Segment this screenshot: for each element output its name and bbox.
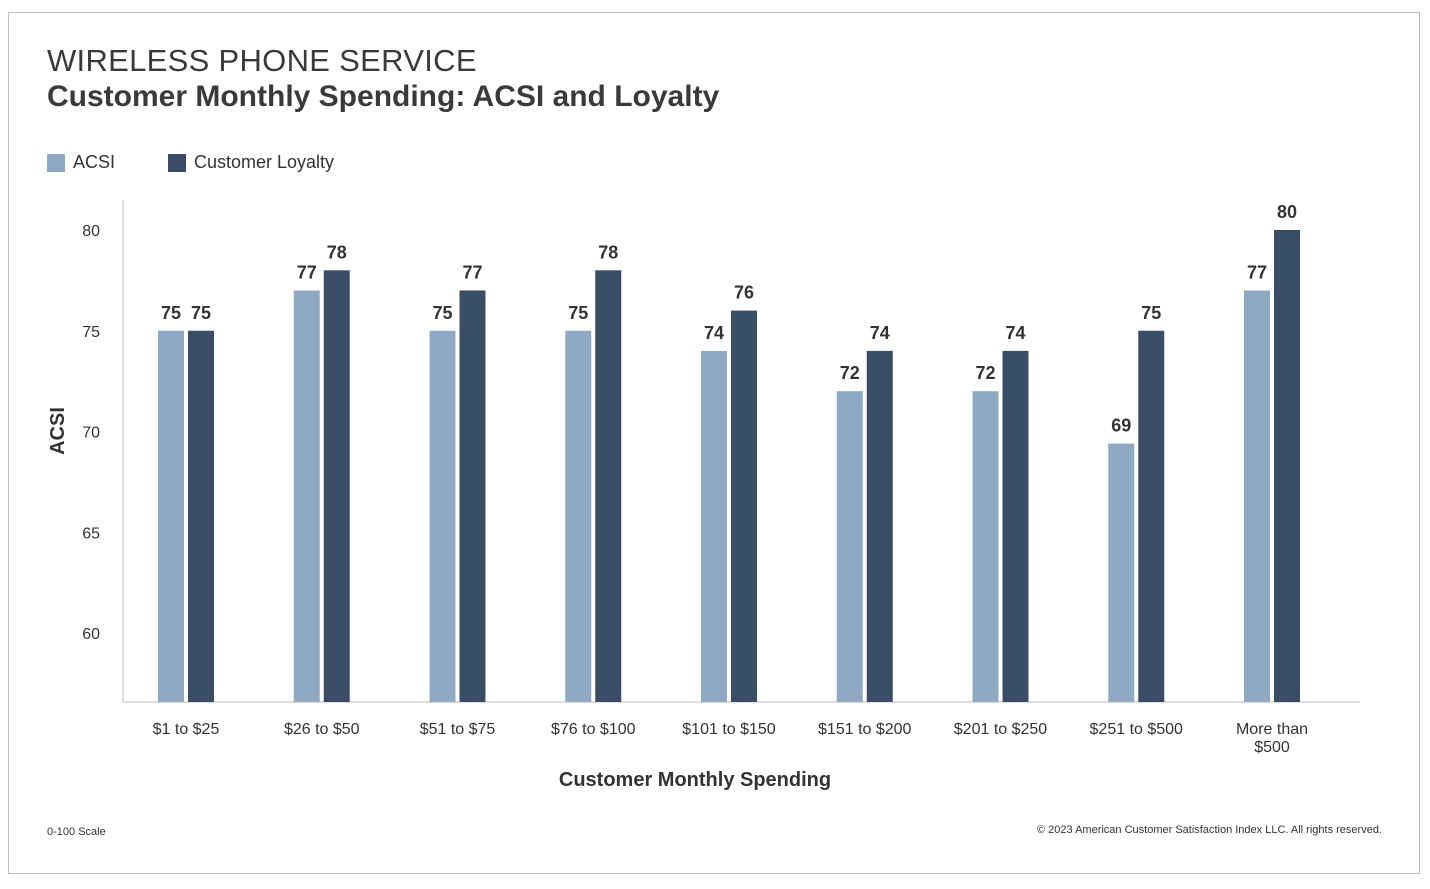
data-label-acsi-8: 77 (1247, 262, 1267, 282)
bar-customer-loyalty-5 (866, 350, 893, 702)
bar-acsi-1 (293, 290, 320, 702)
data-label-acsi-0: 75 (161, 303, 181, 323)
data-label-customer-loyalty-4: 76 (734, 283, 754, 303)
data-label-acsi-1: 77 (297, 262, 317, 282)
bar-customer-loyalty-3 (595, 270, 622, 702)
data-label-acsi-7: 69 (1111, 416, 1131, 436)
y-tick-label-70: 70 (82, 425, 100, 442)
bar-acsi-2 (429, 330, 456, 702)
x-category-label-4: $101 to $150 (682, 721, 776, 738)
y-axis-title: ACSI (47, 407, 69, 455)
bar-acsi-7 (1108, 443, 1135, 702)
data-label-customer-loyalty-2: 77 (462, 262, 482, 282)
legend-item-acsi: ACSI (47, 152, 115, 173)
bar-customer-loyalty-0 (188, 330, 214, 702)
legend-label-customer-loyalty: Customer Loyalty (194, 152, 335, 172)
legend-swatch-customer-loyalty (168, 153, 186, 172)
data-label-customer-loyalty-7: 75 (1141, 303, 1161, 323)
x-category-label-1: $26 to $50 (284, 721, 360, 738)
bar-customer-loyalty-4 (731, 310, 757, 702)
data-label-customer-loyalty-8: 80 (1277, 202, 1297, 222)
x-category-label-6: $201 to $250 (954, 721, 1048, 738)
bar-customer-loyalty-1 (323, 270, 350, 702)
y-tick-label-60: 60 (82, 626, 100, 643)
bar-acsi-5 (836, 391, 863, 702)
data-label-acsi-6: 72 (975, 363, 995, 383)
y-tick-label-65: 65 (82, 525, 100, 542)
bar-customer-loyalty-2 (459, 290, 486, 702)
x-category-label-3: $76 to $100 (551, 721, 636, 738)
x-category-label-0: $1 to $25 (153, 721, 220, 738)
data-label-acsi-5: 72 (840, 363, 860, 383)
chart-title: WIRELESS PHONE SERVICE (47, 43, 477, 78)
legend-item-customer-loyalty: Customer Loyalty (168, 152, 334, 173)
y-tick-label-80: 80 (82, 223, 100, 240)
legend-label-acsi: ACSI (73, 152, 116, 172)
x-category-label-7: $251 to $500 (1090, 721, 1184, 738)
data-label-customer-loyalty-3: 78 (598, 242, 618, 262)
bar-customer-loyalty-8 (1274, 230, 1300, 702)
bar-acsi-4 (701, 350, 727, 702)
bar-customer-loyalty-6 (1002, 350, 1029, 702)
x-category-label-2: $51 to $75 (420, 721, 496, 738)
bar-acsi-0 (158, 330, 184, 702)
data-label-acsi-4: 74 (704, 323, 724, 343)
data-label-acsi-3: 75 (568, 303, 588, 323)
copyright-note: © 2023 American Customer Satisfaction In… (1037, 824, 1382, 836)
data-label-acsi-2: 75 (432, 303, 452, 323)
bar-acsi-8 (1244, 290, 1270, 702)
bar-acsi-6 (972, 391, 999, 702)
bar-customer-loyalty-7 (1138, 330, 1165, 702)
chart-subtitle: Customer Monthly Spending: ACSI and Loya… (47, 80, 720, 113)
scale-note: 0-100 Scale (47, 826, 106, 838)
data-label-customer-loyalty-5: 74 (870, 323, 890, 343)
x-category-label-5: $151 to $200 (818, 721, 912, 738)
data-label-customer-loyalty-0: 75 (191, 303, 211, 323)
x-axis-title: Customer Monthly Spending (559, 769, 831, 791)
legend-swatch-acsi (47, 153, 65, 172)
y-tick-label-75: 75 (82, 324, 100, 341)
bar-acsi-3 (565, 330, 592, 702)
data-label-customer-loyalty-6: 74 (1005, 323, 1025, 343)
data-label-customer-loyalty-1: 78 (327, 242, 347, 262)
x-category-label-8: More than $500 (1236, 721, 1308, 756)
